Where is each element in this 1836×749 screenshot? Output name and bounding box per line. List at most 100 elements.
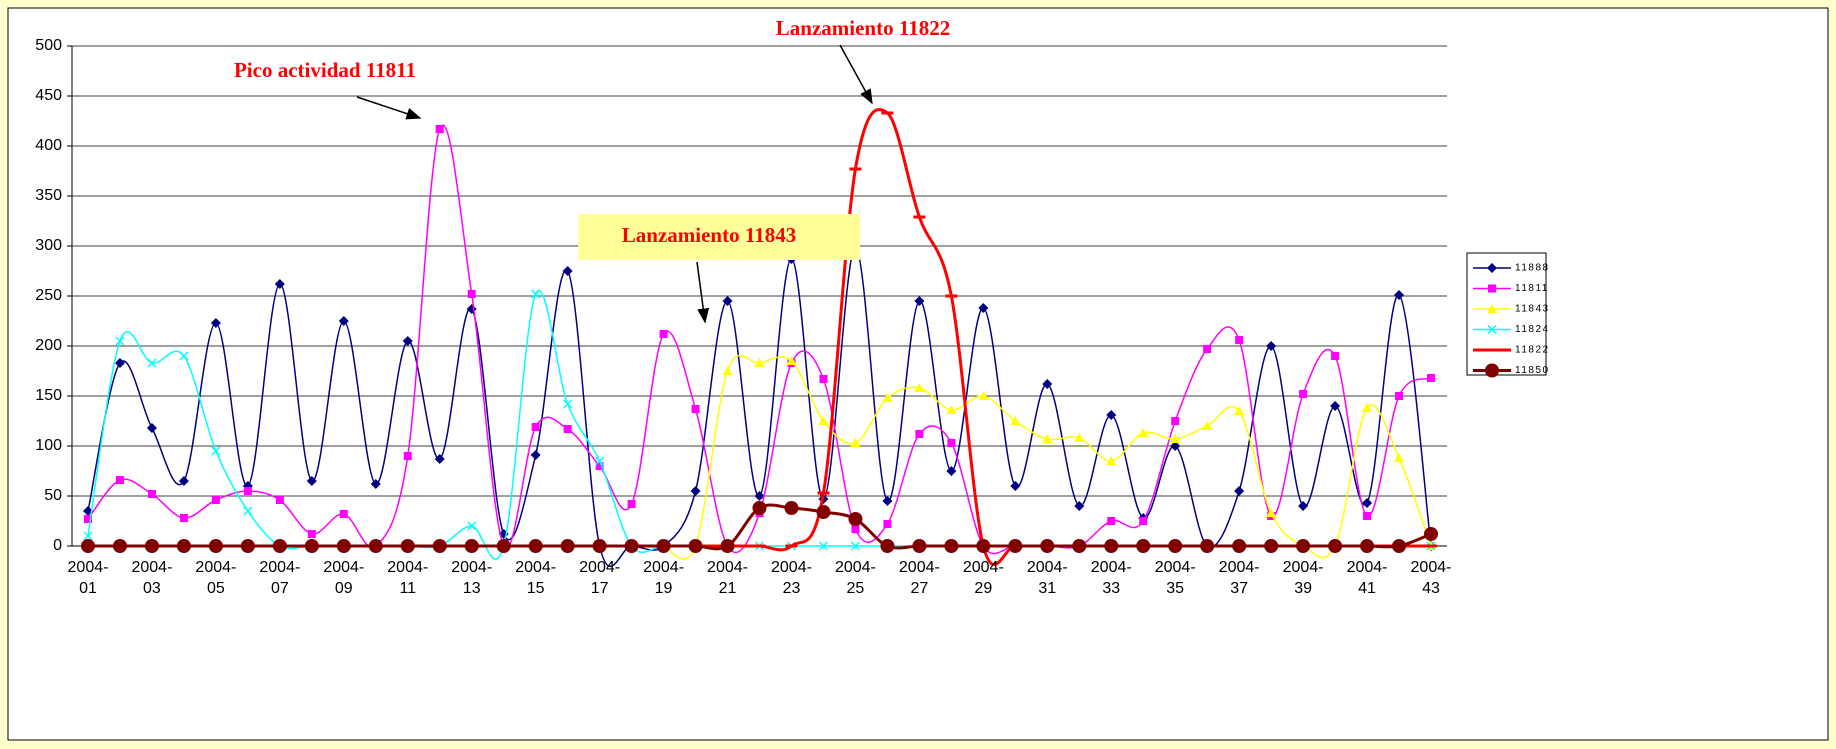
x-tick-label: 2004- 27 — [898, 559, 940, 597]
legend — [1466, 252, 1547, 376]
marker — [978, 303, 989, 313]
marker — [1074, 433, 1085, 442]
x-tick-label: 2004- 13 — [451, 559, 493, 597]
x-tick-label: 2004- 37 — [1218, 559, 1260, 597]
x-tick-label: 2004- 23 — [771, 559, 812, 597]
marker — [114, 358, 125, 368]
marker — [1138, 428, 1149, 437]
marker — [1232, 539, 1247, 553]
annotation-arrow — [839, 44, 873, 105]
marker — [112, 539, 127, 553]
marker — [882, 393, 893, 402]
annotation: Pico actividad 11811 — [234, 58, 416, 82]
marker — [1042, 434, 1053, 443]
x-tick-label: 2004- 29 — [962, 559, 1004, 597]
legend-label: 11822 — [1515, 345, 1550, 356]
y-tick-label: 450 — [35, 87, 62, 104]
marker — [595, 462, 604, 470]
marker — [530, 450, 541, 460]
marker — [83, 531, 93, 541]
marker — [208, 539, 223, 553]
marker — [115, 336, 125, 346]
marker — [1200, 539, 1215, 553]
marker — [464, 539, 479, 553]
marker — [722, 366, 733, 375]
marker — [178, 476, 189, 486]
marker — [1106, 410, 1117, 420]
marker — [722, 296, 733, 306]
marker — [211, 446, 221, 456]
x-tick-label: 2004- 15 — [515, 559, 557, 597]
marker — [1298, 501, 1309, 511]
x-tick-label: 2004- 39 — [1282, 559, 1324, 597]
marker — [1170, 434, 1181, 443]
marker — [370, 479, 381, 489]
marker — [819, 375, 828, 383]
x-tick-label: 2004- 25 — [834, 559, 876, 597]
marker — [850, 541, 860, 551]
series-line — [87, 124, 1432, 555]
marker — [1042, 379, 1053, 389]
marker — [1487, 304, 1497, 313]
marker — [912, 539, 927, 553]
marker — [243, 506, 253, 516]
marker — [883, 520, 892, 528]
marker — [403, 452, 412, 460]
marker — [1362, 403, 1373, 412]
marker — [1139, 517, 1148, 525]
annotation-box — [578, 214, 860, 260]
y-tick-label: 150 — [35, 387, 62, 404]
x-tick-label: 2004- 07 — [259, 559, 301, 597]
y-tick-label: 100 — [35, 437, 62, 454]
annotation: Lanzamiento 11843 — [622, 223, 796, 247]
marker — [1487, 324, 1497, 335]
x-tick-label: 2004- 03 — [131, 559, 173, 597]
marker — [784, 501, 799, 515]
marker — [274, 279, 285, 289]
marker — [1427, 374, 1436, 382]
marker — [1331, 352, 1340, 360]
marker — [627, 500, 636, 508]
marker — [1266, 341, 1277, 351]
marker — [1234, 486, 1245, 496]
marker — [1104, 539, 1119, 553]
marker — [1362, 498, 1373, 508]
x-tick-label: 2004- 19 — [643, 559, 685, 597]
marker — [1008, 539, 1023, 553]
marker — [1487, 263, 1497, 273]
marker — [915, 430, 924, 438]
marker — [243, 487, 252, 495]
marker — [720, 539, 735, 553]
marker — [563, 399, 573, 409]
marker — [944, 539, 959, 553]
marker — [914, 296, 925, 306]
marker — [434, 454, 445, 464]
marker — [80, 539, 95, 553]
marker — [146, 423, 157, 433]
y-tick-label: 500 — [35, 37, 62, 54]
marker — [1170, 441, 1181, 451]
marker — [1394, 453, 1405, 462]
x-tick-label: 2004- 41 — [1346, 559, 1388, 597]
marker — [752, 501, 767, 515]
marker — [147, 358, 157, 368]
marker — [467, 290, 476, 298]
y-tick-label: 350 — [35, 187, 62, 204]
legend-label: 11850 — [1515, 365, 1550, 376]
y-tick-label: 200 — [35, 337, 62, 354]
marker — [1395, 392, 1404, 400]
y-tick-label: 250 — [35, 287, 62, 304]
legend-label: 11824 — [1515, 324, 1550, 335]
marker — [754, 358, 765, 367]
marker — [848, 512, 863, 526]
marker — [179, 351, 189, 361]
marker — [179, 514, 188, 522]
marker — [307, 530, 316, 538]
marker — [400, 539, 415, 553]
marker — [592, 539, 607, 553]
marker — [978, 391, 989, 400]
marker — [624, 539, 639, 553]
marker — [82, 506, 93, 516]
marker — [338, 316, 349, 326]
